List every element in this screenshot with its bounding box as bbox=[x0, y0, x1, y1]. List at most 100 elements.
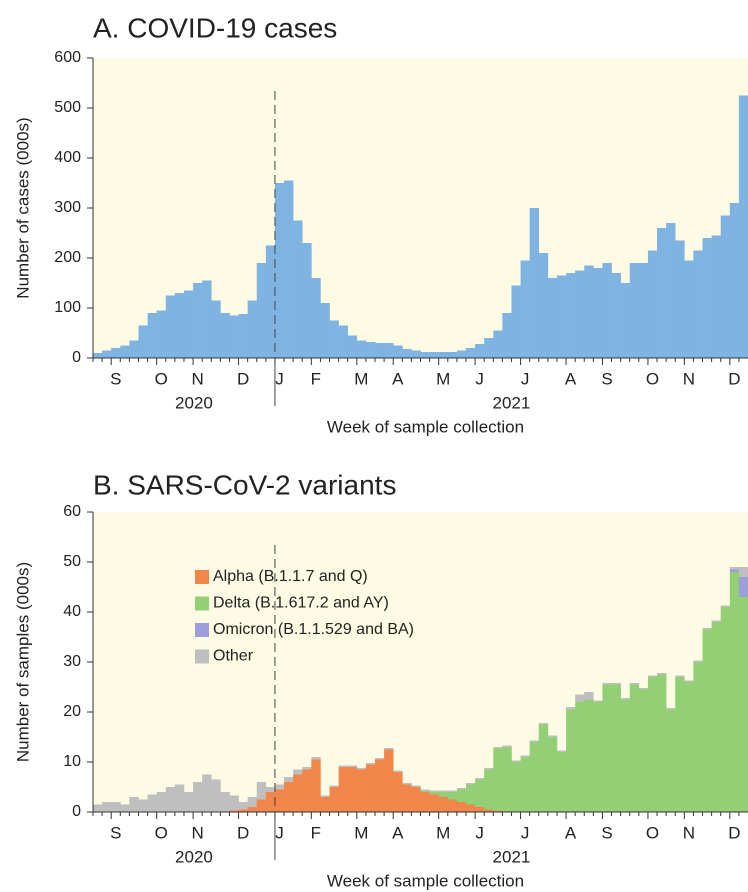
bar bbox=[529, 208, 540, 358]
bar bbox=[211, 300, 221, 358]
bar bbox=[375, 343, 385, 358]
y-tick-label: 10 bbox=[63, 753, 81, 770]
legend-swatch bbox=[195, 596, 209, 611]
bar-segment bbox=[502, 745, 512, 747]
bar-segment bbox=[384, 748, 394, 750]
bar-segment bbox=[111, 802, 121, 812]
bar-segment bbox=[465, 804, 476, 812]
x-tick-label: N bbox=[683, 369, 695, 388]
bar bbox=[120, 345, 130, 358]
x-tick-label: M bbox=[354, 823, 368, 842]
bar bbox=[647, 250, 658, 358]
bar-segment bbox=[284, 782, 294, 812]
bar-segment bbox=[165, 787, 176, 812]
bar-segment bbox=[538, 723, 549, 725]
bar-segment bbox=[511, 760, 521, 762]
bar-segment bbox=[629, 684, 640, 812]
bar-segment bbox=[729, 567, 740, 570]
bar-segment bbox=[338, 765, 349, 767]
bar bbox=[465, 348, 476, 358]
bar bbox=[538, 253, 549, 358]
bar bbox=[438, 352, 449, 358]
bar-segment bbox=[620, 699, 631, 812]
y-axis-label: Number of samples (000s) bbox=[13, 562, 32, 762]
bar bbox=[711, 235, 722, 358]
bar-segment bbox=[611, 684, 621, 812]
x-tick-label: A bbox=[392, 369, 404, 388]
bar-segment bbox=[156, 792, 167, 812]
bar-segment bbox=[120, 804, 130, 812]
bar bbox=[566, 273, 576, 358]
bar-segment bbox=[274, 784, 285, 790]
bar bbox=[602, 263, 612, 358]
year-label: 2021 bbox=[493, 393, 531, 412]
bar-segment bbox=[529, 742, 540, 812]
bar-segment bbox=[402, 784, 412, 812]
bar bbox=[174, 293, 185, 358]
legend-swatch bbox=[195, 570, 209, 584]
bar-segment bbox=[284, 777, 294, 782]
bar-segment bbox=[375, 759, 385, 812]
bar-segment bbox=[238, 802, 248, 810]
x-tick-label: S bbox=[110, 823, 121, 842]
bar-segment bbox=[684, 682, 694, 812]
bar-segment bbox=[202, 774, 212, 812]
bar bbox=[329, 320, 339, 358]
bar-segment bbox=[666, 709, 676, 812]
bar-segment bbox=[265, 792, 276, 812]
bar-segment bbox=[265, 787, 276, 792]
bar bbox=[611, 273, 621, 358]
bar-segment bbox=[711, 622, 722, 812]
x-tick-label: D bbox=[237, 369, 249, 388]
y-tick-label: 200 bbox=[54, 249, 81, 266]
bar-segment bbox=[720, 607, 731, 812]
bar-segment bbox=[447, 799, 458, 812]
bar-segment bbox=[420, 791, 430, 792]
bar bbox=[138, 325, 148, 358]
year-label: 2021 bbox=[493, 847, 531, 866]
bar-segment bbox=[566, 709, 576, 812]
bar-segment bbox=[475, 779, 485, 807]
bar bbox=[693, 250, 703, 358]
bar-segment bbox=[693, 662, 703, 812]
bar-segment bbox=[584, 692, 594, 700]
bar bbox=[475, 344, 485, 358]
bar-segment bbox=[675, 677, 685, 812]
bar-segment bbox=[138, 799, 148, 812]
bar-segment bbox=[456, 802, 467, 812]
y-tick-label: 60 bbox=[63, 503, 81, 520]
bar-segment bbox=[438, 797, 449, 812]
y-tick-label: 600 bbox=[54, 49, 81, 66]
bar-segment bbox=[256, 799, 267, 812]
bar bbox=[156, 310, 167, 358]
bar bbox=[702, 238, 712, 358]
bar-segment bbox=[247, 807, 258, 812]
bar bbox=[738, 95, 748, 358]
x-tick-label: A bbox=[392, 823, 404, 842]
bar-segment bbox=[420, 792, 430, 812]
x-tick-label: O bbox=[155, 369, 168, 388]
x-tick-label: M bbox=[436, 369, 450, 388]
bar-segment bbox=[320, 795, 330, 797]
x-tick-label: N bbox=[191, 823, 203, 842]
y-tick-label: 0 bbox=[72, 349, 81, 366]
bar-segment bbox=[456, 788, 467, 790]
bar-segment bbox=[247, 797, 258, 807]
bar bbox=[547, 278, 558, 358]
bar-segment bbox=[438, 792, 449, 797]
y-tick-label: 100 bbox=[54, 299, 81, 316]
bar bbox=[393, 345, 403, 358]
bar bbox=[684, 260, 694, 358]
x-tick-label: D bbox=[728, 369, 740, 388]
bar-segment bbox=[311, 757, 321, 760]
bar-segment bbox=[438, 790, 449, 792]
bar bbox=[584, 265, 594, 358]
bar bbox=[629, 263, 640, 358]
bar-segment bbox=[102, 802, 112, 812]
x-tick-label: S bbox=[110, 369, 121, 388]
bar-segment bbox=[356, 769, 367, 812]
x-tick-label: N bbox=[191, 369, 203, 388]
bar bbox=[220, 313, 230, 358]
bar-segment bbox=[538, 724, 549, 812]
